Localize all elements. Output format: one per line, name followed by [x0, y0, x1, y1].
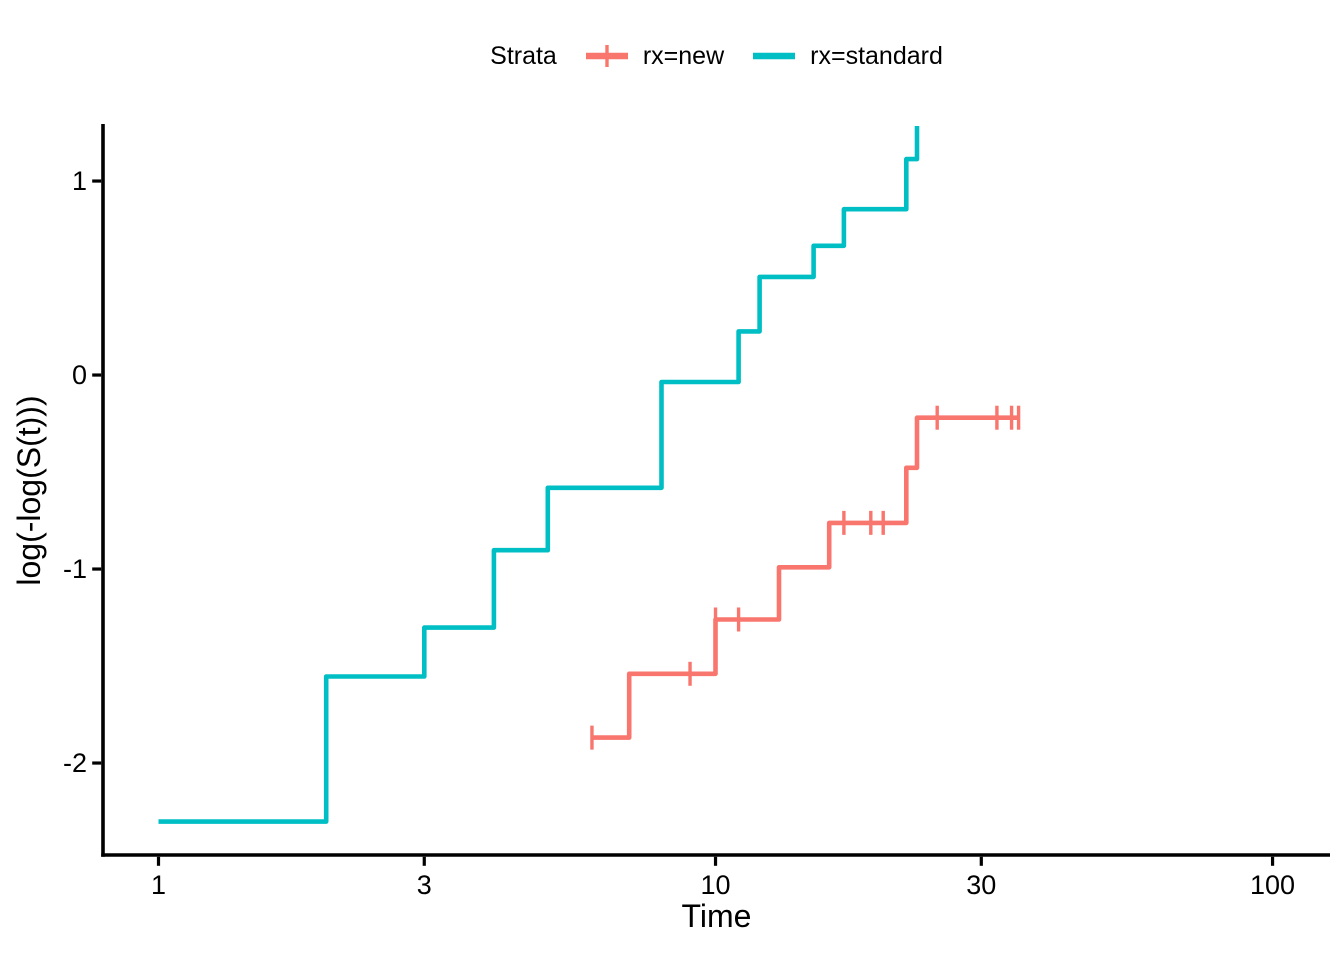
legend-title: Strata — [490, 41, 557, 70]
survival-curve-rx-new — [592, 415, 1019, 740]
legend-item-rx-new: rx=new — [583, 42, 724, 71]
line-icon — [753, 52, 796, 60]
x-tick-label: 3 — [417, 870, 432, 900]
x-axis-title: Time — [681, 898, 752, 934]
legend-label-rx-standard: rx=standard — [810, 41, 943, 70]
y-tick-label: 0 — [72, 360, 87, 390]
y-tick-label: 1 — [72, 166, 87, 196]
x-tick-label: 100 — [1250, 870, 1295, 900]
y-axis-title: log(-log(S(t))) — [11, 395, 47, 586]
y-tick-label: -2 — [63, 748, 87, 778]
legend-label-rx-new: rx=new — [642, 41, 725, 70]
legend: Strata rx=new rx=standard — [103, 30, 1330, 82]
survival-curve-rx-standard — [158, 126, 920, 824]
legend-item-rx-standard: rx=standard — [750, 42, 943, 71]
x-tick-label: 30 — [966, 870, 996, 900]
y-tick-label: -1 — [63, 554, 87, 584]
x-tick-label: 1 — [151, 870, 166, 900]
x-tick-label: 10 — [701, 870, 731, 900]
line-with-plus-censor-icon — [585, 45, 628, 67]
